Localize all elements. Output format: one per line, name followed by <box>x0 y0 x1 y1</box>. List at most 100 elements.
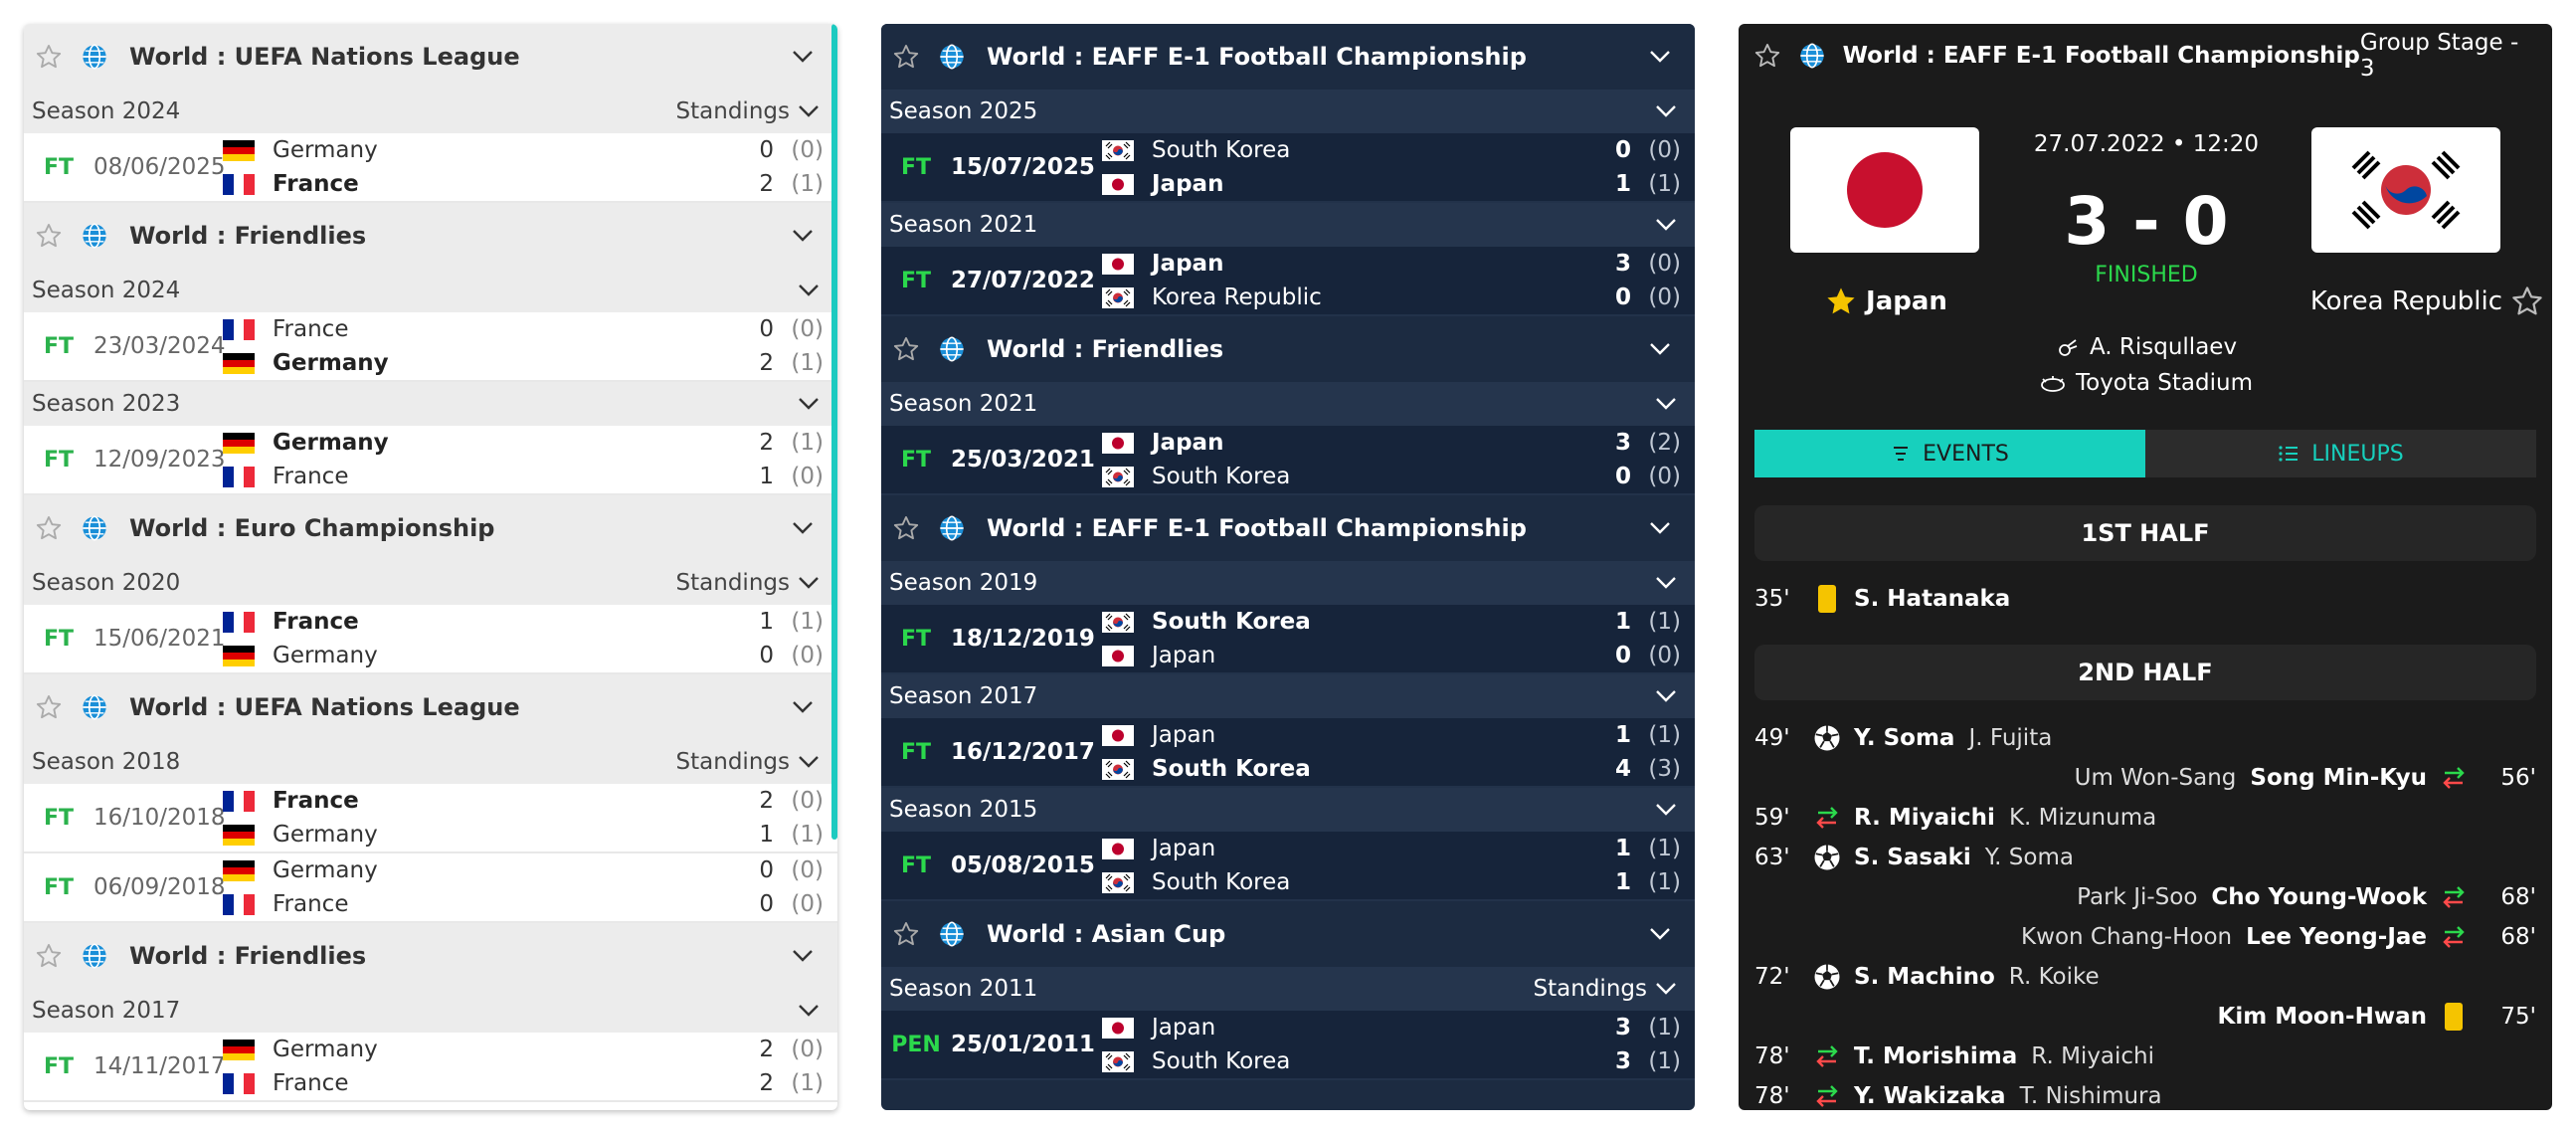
standings-label: Standings <box>1533 976 1647 1002</box>
standings-toggle[interactable] <box>1653 391 1679 417</box>
favorite-star-icon[interactable] <box>34 221 64 251</box>
match-row[interactable]: FT 12/09/2023 Germany 2 (1) France 1 (0) <box>24 426 837 495</box>
match-status: FT <box>43 626 75 652</box>
league-header[interactable]: World : Friendlies <box>881 316 1695 382</box>
season-row[interactable]: Season 2025 <box>881 90 1695 133</box>
league-header[interactable]: World : Friendlies <box>24 923 837 989</box>
favorite-star-icon[interactable] <box>2510 284 2544 318</box>
favorite-star-icon[interactable] <box>891 42 921 72</box>
event-player: Cho Young-Wook <box>2211 884 2427 910</box>
away-penalty-score: (1) <box>791 1070 824 1096</box>
favorite-star-icon[interactable] <box>891 334 921 364</box>
chevron-down-icon[interactable] <box>1653 683 1679 709</box>
match-row[interactable]: FT 14/11/2017 Germany 2 (0) France 2 (1) <box>24 1033 837 1102</box>
chevron-down-icon[interactable] <box>790 515 816 541</box>
season-row[interactable]: Season 2024 <box>24 269 837 312</box>
season-row[interactable]: Season 2017 <box>881 674 1695 718</box>
match-row[interactable]: FT 16/10/2018 France 2 (0) Germany 1 (1) <box>24 784 837 853</box>
match-row[interactable]: FT 08/06/2025 Germany 0 (0) France 2 (1) <box>24 133 837 203</box>
chevron-down-icon[interactable] <box>796 998 822 1024</box>
favorite-star-icon[interactable] <box>34 941 64 971</box>
match-row[interactable]: FT 06/09/2018 Germany 0 (0) France 0 (0) <box>24 853 837 923</box>
match-row[interactable]: FT 27/07/2022 Japan 3 (0) Korea Republic 0 (0) <box>881 247 1695 316</box>
favorite-star-icon[interactable] <box>34 513 64 543</box>
chevron-down-icon[interactable] <box>796 391 822 417</box>
standings-toggle[interactable]: Standings <box>676 570 822 596</box>
standings-toggle[interactable]: Standings <box>676 98 822 124</box>
match-row[interactable]: FT 18/12/2019 South Korea 1 (1) Japan 0 (0) <box>881 605 1695 674</box>
chevron-down-icon[interactable] <box>796 278 822 303</box>
standings-toggle[interactable] <box>796 391 822 417</box>
chevron-down-icon[interactable] <box>1653 976 1679 1002</box>
tab-events[interactable]: EVENTS <box>1754 430 2145 477</box>
league-name: World : UEFA Nations League <box>129 43 520 71</box>
season-row[interactable]: Season 2018 Standings <box>24 740 837 784</box>
match-row[interactable]: FT 16/12/2017 Japan 1 (1) South Korea 4 (3) <box>881 718 1695 788</box>
league-header[interactable]: World : Euro Championship <box>24 495 837 561</box>
chevron-down-icon[interactable] <box>790 44 816 70</box>
standings-toggle[interactable] <box>796 998 822 1024</box>
favorite-star-icon[interactable] <box>1752 41 1781 71</box>
league-header[interactable]: World : Asian Cup <box>881 901 1695 967</box>
league-header[interactable]: World : Friendlies <box>24 203 837 269</box>
away-team-name: France <box>273 891 349 917</box>
season-row[interactable]: Season 2015 <box>881 788 1695 832</box>
chevron-down-icon[interactable] <box>796 570 822 596</box>
standings-toggle[interactable] <box>1653 98 1679 124</box>
match-status: FINISHED <box>2095 263 2198 287</box>
standings-toggle[interactable] <box>1653 797 1679 823</box>
chevron-down-icon[interactable] <box>1653 391 1679 417</box>
standings-toggle[interactable]: Standings <box>1534 976 1679 1002</box>
chevron-down-icon[interactable] <box>1647 921 1673 947</box>
season-row[interactable]: Season 2021 <box>881 382 1695 426</box>
match-row[interactable]: FT 05/08/2015 Japan 1 (1) South Korea 1 (1) <box>881 832 1695 901</box>
season-row[interactable]: Season 2011 Standings <box>881 967 1695 1011</box>
season-row[interactable]: Season 2020 Standings <box>24 561 837 605</box>
match-row[interactable]: FT 15/07/2025 South Korea 0 (0) Japan 1 (1) <box>881 133 1695 203</box>
match-date: 27/07/2022 <box>951 268 1095 293</box>
season-row[interactable]: Season 2021 <box>881 203 1695 247</box>
chevron-down-icon[interactable] <box>796 749 822 775</box>
season-row[interactable]: Season 2017 <box>24 989 837 1033</box>
season-row[interactable]: Season 2023 <box>24 382 837 426</box>
globe-icon <box>80 42 109 72</box>
chevron-down-icon[interactable] <box>1647 336 1673 362</box>
match-row[interactable]: FT 25/03/2021 Japan 3 (2) South Korea 0 (0) <box>881 426 1695 495</box>
standings-toggle[interactable] <box>1653 212 1679 238</box>
favorite-star-icon[interactable] <box>34 42 64 72</box>
yellow-card-icon <box>1810 582 1844 616</box>
match-row[interactable]: FT 23/03/2024 France 0 (0) Germany 2 (1) <box>24 312 837 382</box>
favorite-filled-star-icon[interactable] <box>1824 284 1858 318</box>
scrollbar[interactable] <box>831 24 837 840</box>
standings-toggle[interactable] <box>1653 683 1679 709</box>
chevron-down-icon[interactable] <box>790 694 816 720</box>
league-name: World : UEFA Nations League <box>129 693 520 721</box>
favorite-star-icon[interactable] <box>34 692 64 722</box>
chevron-down-icon[interactable] <box>1653 212 1679 238</box>
season-row[interactable]: Season 2019 <box>881 561 1695 605</box>
league-header[interactable]: World : EAFF E-1 Football Championship <box>881 495 1695 561</box>
match-row[interactable]: FT 15/06/2021 France 1 (1) Germany 0 (0) <box>24 605 837 674</box>
tab-lineups[interactable]: LINEUPS <box>2145 430 2536 477</box>
chevron-down-icon[interactable] <box>790 943 816 969</box>
japan-flag-icon <box>1102 253 1152 275</box>
home-team-name: South Korea <box>1152 609 1311 635</box>
chevron-down-icon[interactable] <box>1653 98 1679 124</box>
league-header[interactable]: World : UEFA Nations League <box>24 24 837 90</box>
standings-toggle[interactable] <box>796 278 822 303</box>
favorite-star-icon[interactable] <box>891 919 921 949</box>
chevron-down-icon[interactable] <box>796 98 822 124</box>
match-row[interactable]: PEN 25/01/2011 Japan 3 (1) South Korea 3 (1) <box>881 1011 1695 1080</box>
league-header[interactable]: World : UEFA Nations League <box>24 674 837 740</box>
season-row[interactable]: Season 2024 Standings <box>24 90 837 133</box>
substitution-icon <box>1810 1040 1844 1073</box>
standings-toggle[interactable]: Standings <box>676 749 822 775</box>
chevron-down-icon[interactable] <box>790 223 816 249</box>
chevron-down-icon[interactable] <box>1653 797 1679 823</box>
chevron-down-icon[interactable] <box>1647 515 1673 541</box>
chevron-down-icon[interactable] <box>1647 44 1673 70</box>
favorite-star-icon[interactable] <box>891 513 921 543</box>
league-header[interactable]: World : EAFF E-1 Football Championship <box>881 24 1695 90</box>
standings-toggle[interactable] <box>1653 570 1679 596</box>
chevron-down-icon[interactable] <box>1653 570 1679 596</box>
